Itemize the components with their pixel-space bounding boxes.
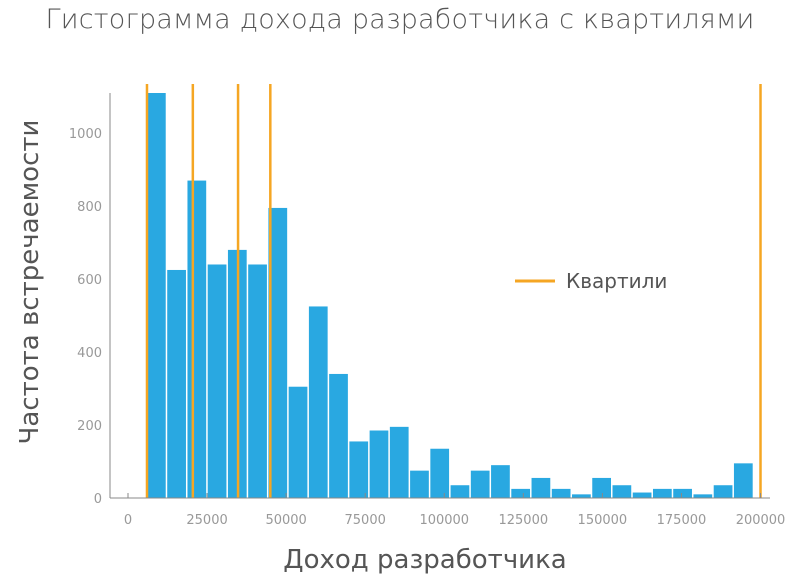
x-tick-label-200000: 200000 [736, 513, 786, 528]
histogram-bar-25 [632, 492, 652, 498]
histogram-bar-14 [410, 470, 429, 498]
histogram-bar-19 [511, 488, 531, 498]
x-axis-label: Доход разработчика [283, 545, 566, 575]
chart-title: Гистограмма дохода разработчика с кварти… [45, 4, 755, 35]
y-tick-label-400: 400 [77, 346, 102, 361]
histogram-bar-28 [693, 494, 713, 498]
histogram-bar-6 [248, 264, 267, 498]
legend-label-quartiles: Квартили [566, 269, 667, 293]
histogram-bar-17 [470, 470, 490, 498]
x-tick-label-75000: 75000 [345, 513, 386, 528]
x-tick-label-125000: 125000 [498, 513, 548, 528]
histogram-bar-13 [389, 426, 409, 498]
histogram-bar-7 [268, 207, 288, 498]
histogram-bar-9 [308, 306, 328, 498]
x-tick-label-100000: 100000 [419, 513, 469, 528]
quartile-lines [145, 84, 762, 498]
x-tick-label-150000: 150000 [578, 513, 628, 528]
histogram-bar-1 [146, 93, 166, 498]
histogram-bars [146, 93, 753, 498]
histogram-bar-16 [450, 485, 470, 498]
x-tick-label-25000: 25000 [186, 513, 227, 528]
y-tick-label-0: 0 [94, 492, 102, 507]
histogram-bar-12 [369, 430, 389, 498]
histogram-bar-26 [652, 488, 672, 498]
y-axis-label: Частота встречаемости [15, 120, 45, 445]
y-tick-label-600: 600 [77, 273, 102, 288]
x-tick-label-175000: 175000 [657, 513, 707, 528]
y-tick-label-200: 200 [77, 419, 102, 434]
histogram-bar-29 [713, 485, 733, 498]
x-tick-labels: 0 25000 50000 75000 100000 125000 150000 175000… [124, 493, 785, 528]
histogram-bar-24 [612, 485, 632, 498]
x-tick-label-0: 0 [124, 513, 132, 528]
histogram-bar-18 [491, 465, 510, 498]
histogram-bar-27 [673, 488, 692, 498]
histogram-bar-21 [551, 488, 571, 498]
histogram-bar-3 [187, 180, 207, 498]
histogram-bar-11 [349, 441, 369, 498]
y-tick-label-1000: 1000 [69, 127, 102, 142]
histogram-bar-22 [572, 494, 591, 498]
histogram-bar-10 [329, 373, 348, 498]
histogram-bar-20 [531, 477, 551, 498]
histogram-bar-15 [430, 448, 450, 498]
histogram-bar-2 [167, 269, 186, 498]
histogram-bar-23 [592, 477, 611, 498]
legend: Квартили [515, 269, 667, 293]
x-tick-label-50000: 50000 [265, 513, 306, 528]
histogram-bar-4 [207, 264, 227, 498]
axes [109, 93, 770, 499]
histogram-bar-30 [733, 463, 753, 498]
histogram-bar-8 [288, 386, 308, 498]
y-tick-label-800: 800 [77, 200, 102, 215]
y-tick-labels: 0 200 400 600 800 1000 [69, 127, 102, 507]
